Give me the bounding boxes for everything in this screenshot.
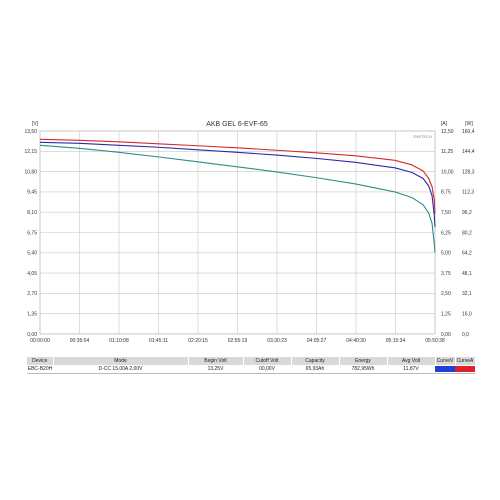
- cell-avg-volt: 11,87V: [387, 365, 435, 374]
- y-left-tick-label: 4,05: [27, 271, 37, 277]
- device-info-table: Device Mode Begin Volt Cutoff Volt Capac…: [27, 357, 476, 374]
- header-cutoff-volt: Cutoff Volt: [243, 357, 292, 365]
- cell-energy: 782,95Wh: [339, 365, 387, 374]
- y-right-w-tick-label: 80,2: [462, 230, 472, 236]
- y-right-a-tick-label: 7,50: [441, 210, 451, 216]
- series-line-2: [39, 141, 436, 228]
- y-left-tick-label: 1,35: [27, 312, 37, 318]
- table-header-row: Device Mode Begin Volt Cutoff Volt Capac…: [27, 357, 476, 365]
- x-tick-label: 01:10:08: [109, 338, 129, 344]
- cell-cutoff-volt: 00,00V: [243, 365, 291, 374]
- series-line-1: [39, 138, 436, 214]
- right-a-unit-label: [A]: [441, 121, 448, 127]
- y-right-w-tick-label: 16,0: [462, 312, 472, 318]
- header-mode: Mode: [53, 357, 189, 365]
- y-right-w-tick-label: 64,2: [462, 251, 472, 257]
- y-right-w-tick-label: 144,4: [462, 149, 475, 155]
- x-tick-label: 04:40:30: [346, 338, 366, 344]
- y-left-tick-label: 5,40: [27, 251, 37, 257]
- y-right-a-tick-label: 12,50: [441, 129, 454, 135]
- brand-label: ZHETECH: [413, 134, 432, 139]
- header-avg-volt: Avg Volt: [387, 357, 436, 365]
- y-left-tick-label: 8,10: [27, 210, 37, 216]
- header-curve-v: CurveV: [435, 357, 456, 365]
- y-right-w-tick-label: 48,1: [462, 271, 472, 277]
- y-left-tick-label: 2,70: [27, 291, 37, 297]
- y-right-a-tick-label: 8,75: [441, 190, 451, 196]
- chart-title: AKB GEL 6-EVF-65: [206, 121, 268, 128]
- y-left-tick-label: 13,50: [24, 129, 37, 135]
- x-tick-label: 02:20:15: [188, 338, 208, 344]
- y-right-a-tick-label: 3,75: [441, 271, 451, 277]
- x-tick-label: 02:55:19: [228, 338, 248, 344]
- x-tick-label: 04:05:27: [307, 338, 327, 344]
- y-left-tick-label: 6,75: [27, 230, 37, 236]
- cell-capacity: 65,93Ah: [291, 365, 339, 374]
- y-right-a-tick-label: 6,25: [441, 230, 451, 236]
- header-device: Device: [27, 357, 54, 365]
- left-unit-label: [V]: [32, 121, 39, 127]
- cell-begin-volt: 13,25V: [188, 365, 243, 374]
- curve-a-swatch: [455, 366, 475, 372]
- curve-v-swatch: [435, 366, 455, 372]
- y-right-a-tick-label: 10,00: [441, 169, 454, 175]
- y-right-w-tick-label: 96,2: [462, 210, 472, 216]
- header-begin-volt: Begin Volt: [188, 357, 244, 365]
- x-tick-label: 00:00:00: [30, 338, 50, 344]
- x-tick-label: 01:45:11: [149, 338, 168, 344]
- series-lines: [39, 138, 436, 253]
- y-left-tick-label: 0,00: [27, 332, 37, 338]
- y-right-a-tick-label: 0,00: [441, 332, 451, 338]
- y-right-w-tick-label: 160,4: [462, 129, 475, 135]
- x-tick-label: 05:50:38: [425, 338, 445, 344]
- x-tick-label: 05:15:34: [386, 338, 406, 344]
- tick-labels: 00:00:00 00:35:04 01:10:08 01:45:11 02:20:15…: [24, 129, 474, 344]
- cell-mode: D-CC 15,00A 2,00V: [53, 365, 188, 374]
- header-capacity: Capacity: [291, 357, 340, 365]
- y-left-tick-label: 12,15: [24, 149, 37, 155]
- y-right-w-tick-label: 112,3: [462, 190, 474, 196]
- y-right-w-tick-label: 0,0: [462, 332, 469, 338]
- y-right-w-tick-label: 32,1: [462, 291, 472, 297]
- y-left-tick-label: 9,45: [27, 190, 37, 196]
- y-right-a-tick-label: 1,25: [441, 312, 451, 318]
- y-right-a-tick-label: 2,50: [441, 291, 451, 297]
- header-energy: Energy: [339, 357, 388, 365]
- y-right-a-tick-label: 5,00: [441, 251, 451, 257]
- y-left-tick-label: 10,80: [24, 169, 37, 175]
- y-right-a-tick-label: 11,25: [441, 149, 453, 155]
- y-right-w-tick-label: 128,3: [462, 169, 475, 175]
- header-curve-a: CurveA: [455, 357, 476, 365]
- table-row[interactable]: EBC-B20H D-CC 15,00A 2,00V 13,25V 00,00V…: [27, 365, 475, 374]
- right-w-unit-label: [W]: [465, 121, 473, 127]
- series-line-3: [39, 144, 436, 253]
- x-tick-label: 00:35:04: [70, 338, 90, 344]
- cell-device: EBC-B20H: [27, 365, 53, 374]
- x-tick-label: 03:30:23: [267, 338, 287, 344]
